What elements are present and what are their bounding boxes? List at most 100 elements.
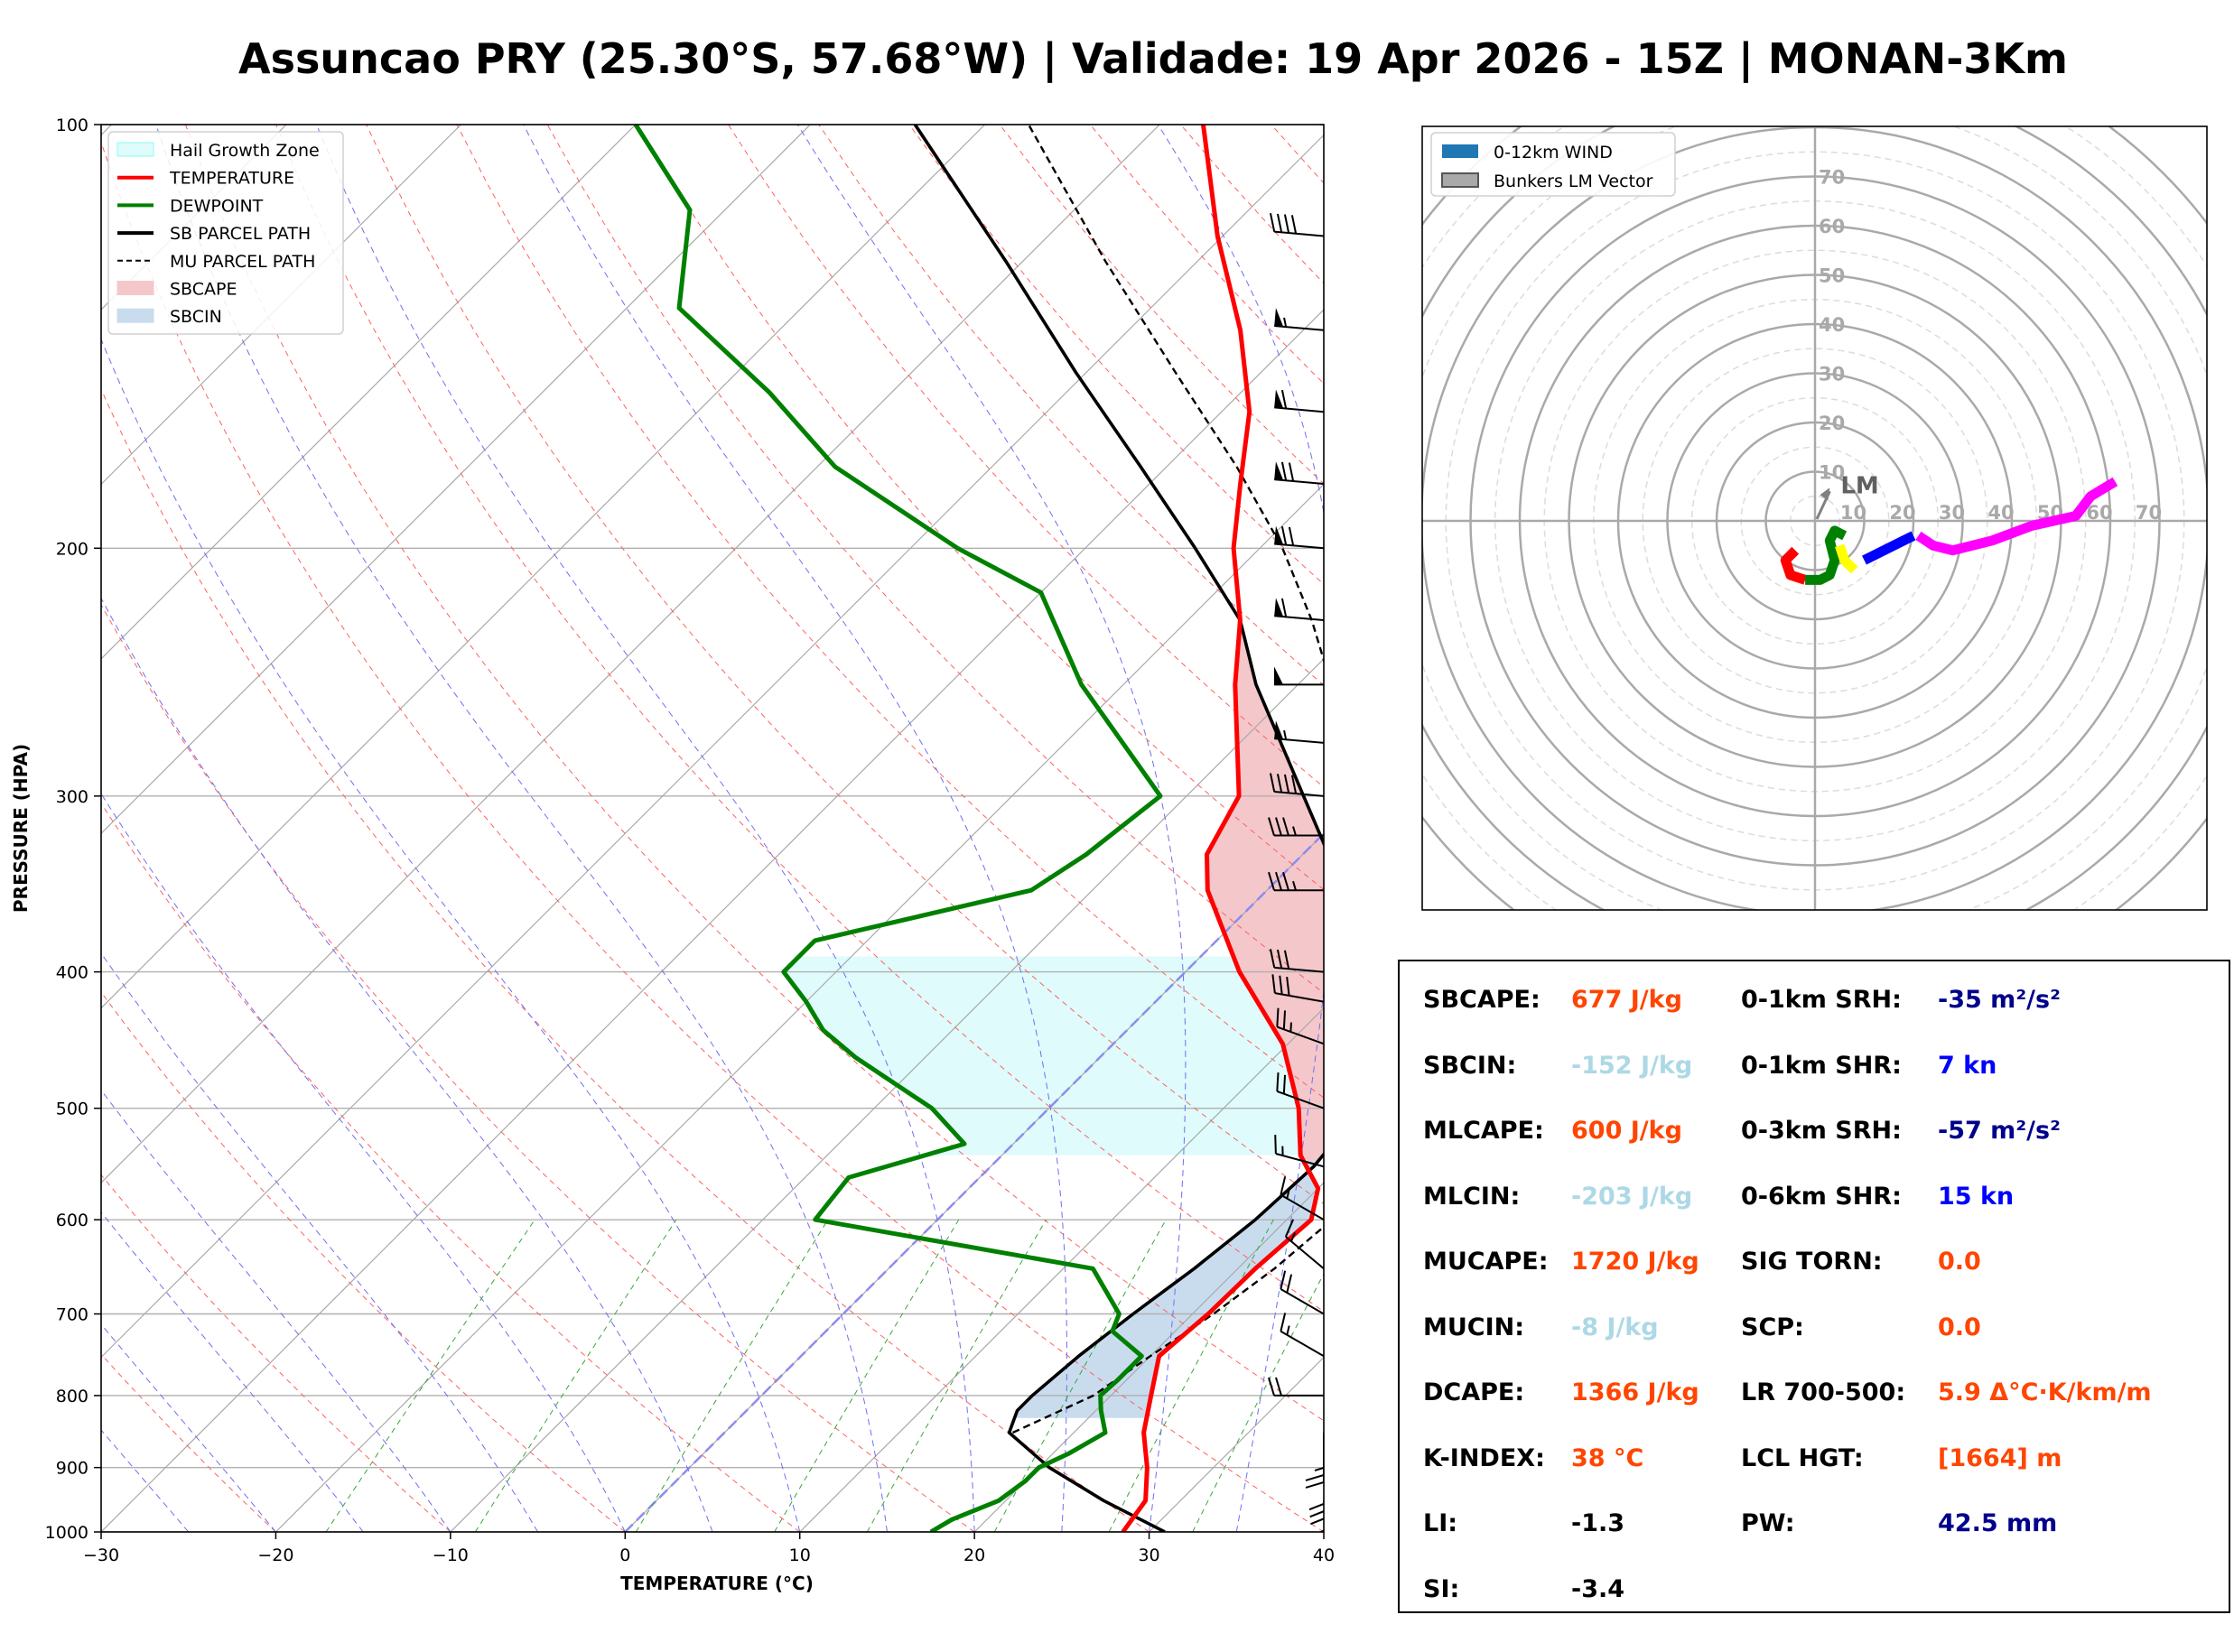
ring-label-horizontal: 30 [1939,502,1965,524]
param-label: LI: [1423,1509,1458,1537]
wind-barb-feather [1284,1219,1295,1238]
wind-barb-feather [1286,1274,1293,1294]
wind-barb-half-feather [1292,880,1297,891]
param-value: 0.0 [1938,1248,1981,1276]
param-label: SI: [1423,1574,1460,1603]
param-label: 0-3km SRH: [1741,1117,1902,1145]
wind-barb-flag [1274,720,1284,739]
legend-label: SBCAPE [170,280,237,300]
y-tick-label: 400 [56,963,88,983]
wind-barb-feather [1279,975,1283,995]
wind-barb [1308,1467,1324,1526]
isotherm-line [799,1007,1324,1532]
param-value: 38 °C [1571,1443,1644,1472]
dry-adiabat [101,141,1324,1532]
wind-barb-feather [1275,871,1282,891]
mixing-ratio-line [1192,1272,1324,1532]
wind-barb-feather [1282,871,1289,891]
wind-barb-feather [1275,817,1282,836]
dry-adiabat [101,991,626,1532]
wind-barb [1271,974,1324,1003]
wind-barb [1269,949,1324,973]
wind-barb [1274,1135,1324,1168]
wind-barb-feather [1320,1580,1336,1590]
wind-barb [1268,817,1324,837]
wind-barb-half-feather [1286,1325,1290,1335]
legend-label: TEMPERATURE [169,169,294,189]
legend-box [1430,132,1676,197]
y-tick-label: 700 [56,1305,88,1325]
legend-swatch [1442,144,1478,158]
wind-barb [1274,389,1324,413]
wind-barb [1274,720,1324,744]
param-label: PW: [1741,1509,1795,1537]
dry-adiabat [101,603,975,1532]
moist-adiabat [101,1429,190,1532]
param-label: 0-1km SRH: [1741,986,1902,1014]
skewt-legend: Hail Growth Zone TEMPERATURE DEWPOINT SB PA… [107,131,344,335]
legend-label: SB PARCEL PATH [170,224,311,244]
x-tick-label: 30 [1138,1545,1159,1565]
param-value: 5.9 Δ°C·K/km/m [1938,1378,2152,1406]
parameters-panel: SBCAPE: 677 J/kg SBCIN: -152 J/kg MLCAPE: 600… [1398,960,2230,1613]
skewt-frame [100,124,1325,1533]
param-label: MLCIN: [1423,1182,1521,1211]
hodograph-segment-3-6km [1835,543,1858,574]
param-value: 7 kn [1938,1051,1997,1080]
wind-barb [1280,1270,1324,1315]
wind-barb [1276,1007,1324,1045]
x-tick-label: 0 [619,1545,630,1565]
wind-barb-flag [1274,389,1284,409]
wind-barb-staff [1274,615,1324,622]
wind-barb-feather [1290,775,1298,794]
wind-barb-feather [1318,1573,1335,1582]
wind-barb-feather [1269,949,1276,969]
wind-barb-feather [1280,1313,1287,1332]
hodograph-legend: 0-12km WIND Bunkers LM Vector [1430,132,1676,197]
param-value: [1664] m [1938,1443,2062,1472]
ring-label-vertical: 50 [1819,265,1845,287]
ring-label-vertical: 70 [1819,167,1845,189]
wind-barb [1274,598,1324,622]
dry-adiabat [366,125,1324,1205]
mixing-ratio-line [993,1219,1167,1532]
wind-barb-feather [1276,1007,1280,1027]
wind-barb-staff [1274,478,1324,485]
isotherm-line [275,483,1324,1532]
param-value: -57 m²/s² [1938,1117,2061,1145]
y-axis-label: PRESSURE (HPA) [10,744,32,913]
isotherm-line [101,309,1324,1532]
hodograph-segment-9-12km [1915,477,2118,556]
wind-barb [1274,525,1324,550]
x-tick-label: 40 [1313,1545,1335,1565]
x-axis-label: TEMPERATURE (°C) [620,1573,814,1594]
moist-adiabat [101,597,713,1532]
y-tick-label: 500 [56,1100,88,1119]
wind-barb-staff [1276,1090,1324,1109]
lm-vector-head [1820,487,1830,501]
page-title: Assuncao PRY (25.30°S, 57.68°W) | Valida… [238,34,2068,83]
param-label: SIG TORN: [1741,1248,1883,1276]
wind-barb-feather [1286,977,1290,996]
param-label: 0-6km SHR: [1741,1182,1902,1211]
dry-adiabat [275,125,1324,1313]
wind-barb-staff [1276,1026,1324,1045]
hail-growth-zone-fill [783,956,1301,1155]
ring-label-vertical: 40 [1819,314,1845,336]
wind-barb-feather [1283,774,1290,794]
legend-swatch [1441,172,1479,188]
ring-label-horizontal: 60 [2086,502,2112,524]
ring-label-horizontal: 40 [1987,502,2014,524]
mixing-ratio-line [474,1219,677,1532]
param-value: -1.3 [1571,1509,1625,1537]
wind-barb-half-feather [1283,729,1288,740]
y-tick-label: 100 [56,116,88,135]
ring-label-vertical: 20 [1819,413,1845,434]
param-value: -3.4 [1571,1574,1625,1603]
isotherm-line [973,1182,1324,1532]
wind-barb-feather [1282,817,1289,836]
legend-label: DEWPOINT [170,196,264,216]
wind-barb-feather [1310,1517,1324,1526]
moist-adiabat [1157,125,1324,1532]
